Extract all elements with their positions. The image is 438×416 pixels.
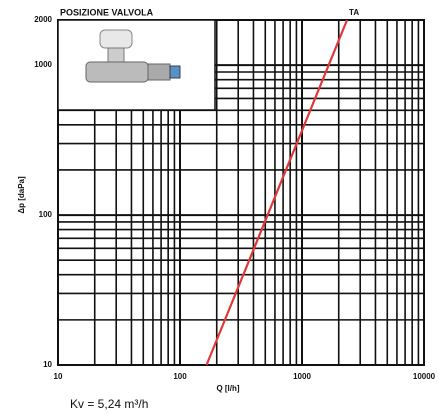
valve-cap: [100, 30, 132, 48]
x-tick-label: 10000: [413, 372, 436, 381]
footnote: Kv = 5,24 m³/h: [70, 397, 148, 411]
valve-stem: [108, 48, 124, 62]
valve-body: [86, 62, 148, 82]
series-label: TA: [349, 8, 359, 17]
x-tick-label: 1000: [293, 372, 311, 381]
x-axis-label: Q [l/h]: [216, 384, 239, 393]
x-tick-label: 10: [54, 372, 63, 381]
y-tick-label: 10: [43, 360, 52, 369]
valve-inset: [58, 20, 215, 110]
chart: POSIZIONE VALVOLA Q [l/h] Δp [daPa] Kv =…: [0, 0, 438, 416]
valve-nut: [148, 64, 170, 80]
chart-title: POSIZIONE VALVOLA: [60, 7, 154, 17]
valve-end: [170, 66, 180, 78]
y-tick-label: 100: [39, 210, 53, 219]
y-tick-label: 2000: [34, 15, 52, 24]
x-tick-label: 100: [173, 372, 187, 381]
y-tick-label: 1000: [34, 60, 52, 69]
y-axis-label: Δp [daPa]: [17, 176, 26, 214]
